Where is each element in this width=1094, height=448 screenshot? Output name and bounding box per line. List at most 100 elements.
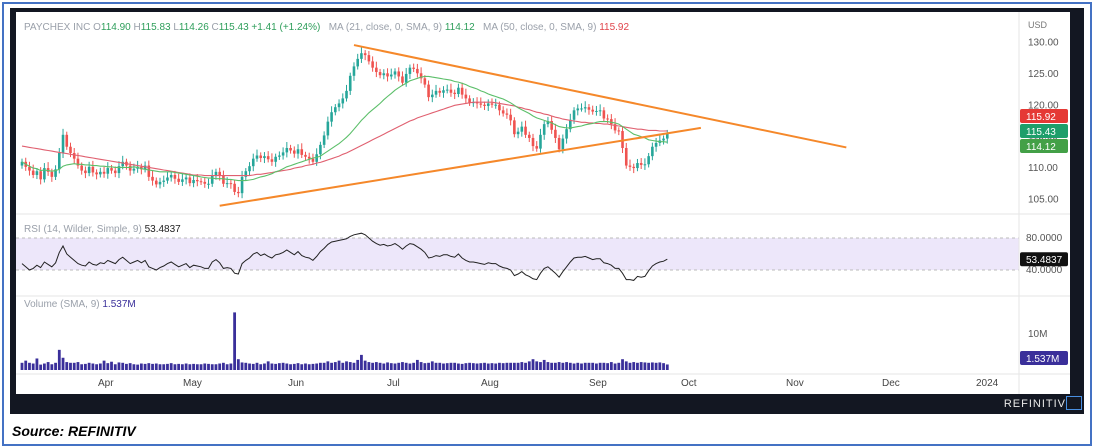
volume-bar xyxy=(319,362,322,370)
volume-bar xyxy=(658,362,662,370)
candle-body xyxy=(140,166,143,170)
y-tick-label: 105.00 xyxy=(1028,194,1059,205)
rsi-tick-label: 80.0000 xyxy=(1026,233,1063,244)
candle-body xyxy=(539,134,542,149)
candle-body xyxy=(304,154,307,157)
volume-bar xyxy=(65,362,69,370)
candle-body xyxy=(423,78,427,85)
candle-body xyxy=(76,158,80,166)
volume-bar xyxy=(46,362,50,370)
volume-bar xyxy=(471,363,475,370)
ma50-value: 115.92 xyxy=(599,22,630,33)
volume-bar xyxy=(665,364,669,370)
volume-bar xyxy=(460,363,464,370)
rsi-value: 53.4837 xyxy=(144,224,181,235)
volume-bar xyxy=(289,364,292,370)
volume-bar xyxy=(486,363,490,370)
candle-body xyxy=(639,163,643,165)
volume-bar xyxy=(374,362,378,370)
candle-body xyxy=(61,134,65,154)
candle-body xyxy=(434,90,438,95)
volume-bar xyxy=(296,363,300,370)
volume-bar xyxy=(274,363,278,370)
candle-body xyxy=(546,121,550,125)
axes: USD130.00125.00120.00115.00110.00105.008… xyxy=(16,12,1070,394)
candle-body xyxy=(225,183,229,185)
volume-bar xyxy=(438,362,442,370)
volume-bar xyxy=(251,363,255,370)
candle-body xyxy=(367,55,371,62)
candle-body xyxy=(494,104,498,106)
x-tick-label: Aug xyxy=(481,378,499,389)
candle-body xyxy=(636,163,639,169)
candle-body xyxy=(28,166,31,171)
volume-bar xyxy=(95,364,98,370)
volume-bar xyxy=(326,361,330,370)
candle-body xyxy=(199,181,203,183)
candle-body xyxy=(449,89,453,93)
candle-body xyxy=(356,58,359,67)
candle-body xyxy=(151,176,154,181)
volume-bar xyxy=(210,364,214,370)
rsi-band xyxy=(16,238,1019,270)
candle-body xyxy=(248,166,251,172)
volume-bar xyxy=(505,362,509,370)
close-value: 115.43 xyxy=(218,22,249,33)
volume-bar xyxy=(401,362,404,370)
volume-bar xyxy=(304,363,307,370)
volume-bar xyxy=(576,362,580,370)
candle-body xyxy=(606,118,609,120)
volume-bar xyxy=(475,363,479,370)
candle-body xyxy=(531,137,535,147)
rsi-badge-bg xyxy=(1020,252,1068,267)
volume-bar xyxy=(158,364,162,370)
volume-bar xyxy=(180,364,184,370)
volume-bar xyxy=(512,362,516,370)
volume-bar xyxy=(531,359,535,370)
candle-body xyxy=(498,104,501,111)
volume-bar xyxy=(322,362,326,370)
volume-bar xyxy=(277,363,281,370)
volume-bar xyxy=(199,364,203,370)
ma21-label: MA (21, close, 0, SMA, 9) xyxy=(328,22,443,33)
volume-bar xyxy=(147,363,151,370)
volume-bar xyxy=(28,362,31,370)
candle-body xyxy=(237,191,240,194)
candle-body xyxy=(651,146,654,157)
candle-body xyxy=(233,183,236,192)
volume-bar xyxy=(445,363,449,370)
candle-body xyxy=(535,146,539,149)
volume-bar xyxy=(203,363,207,370)
candle-body xyxy=(610,119,613,125)
candle-body xyxy=(527,134,531,138)
volume-bar xyxy=(345,361,348,370)
volume-bar xyxy=(412,362,416,370)
volume-bar xyxy=(397,362,401,370)
candle-body xyxy=(128,165,132,171)
volume-bar xyxy=(561,362,565,370)
candle-body xyxy=(31,170,35,175)
volume-bar xyxy=(516,362,520,370)
volume-bar xyxy=(662,363,665,370)
volume-bar xyxy=(333,362,337,370)
volume-bar xyxy=(587,362,591,370)
volume-bar xyxy=(494,363,498,370)
close-badge: 115.43 xyxy=(1026,127,1056,138)
candle-body xyxy=(341,98,345,104)
volume-pane xyxy=(20,312,669,370)
volume-bar xyxy=(281,362,285,370)
rsi-tick-label: 40.0000 xyxy=(1026,265,1063,276)
candle-body xyxy=(315,154,318,162)
candle-body xyxy=(542,124,546,135)
candle-body xyxy=(181,179,184,182)
ma50-line xyxy=(21,101,668,177)
volume-bar xyxy=(430,361,434,370)
candle-body xyxy=(43,168,46,180)
volume-bar xyxy=(606,363,610,370)
ma21-value: 114.12 xyxy=(444,22,475,33)
x-tick-label: 2024 xyxy=(976,378,999,389)
x-tick-label: Oct xyxy=(681,378,697,389)
volume-bar xyxy=(218,363,222,370)
candle-body xyxy=(292,150,296,154)
